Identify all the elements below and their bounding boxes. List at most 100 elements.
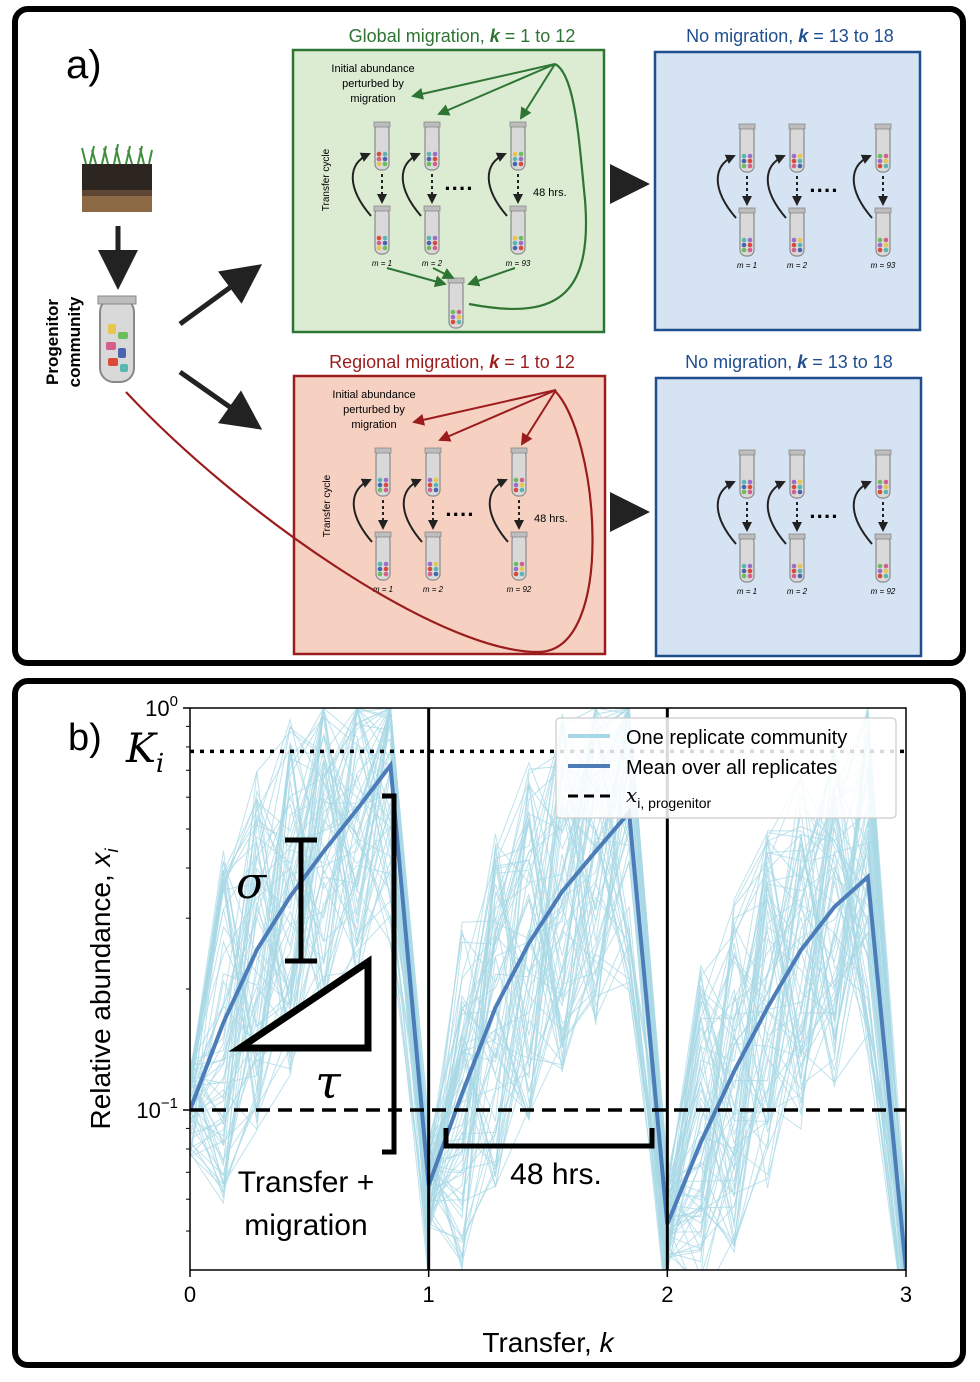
replicate-line (666, 820, 902, 1270)
regional-note-line: Initial abundance (332, 389, 415, 401)
regional-ellipsis: ···· (445, 502, 474, 527)
regional-cycle-label: Transfer cycle (322, 474, 333, 537)
regional-bottom-tube-1 (374, 531, 392, 581)
legend-mean-label: Mean over all replicates (626, 757, 837, 779)
panel-a-label: a) (66, 43, 102, 87)
regional-cycle-arrow (352, 478, 373, 543)
nomig-top-cycle-arrow (716, 154, 737, 219)
x-tick-label: 0 (184, 1282, 196, 1307)
replicate-line (428, 821, 668, 1237)
panel-a: a) Progenitor community (12, 6, 966, 666)
y-axis-label: Relative abundance, xi (85, 847, 122, 1129)
replicate-line (190, 708, 430, 1231)
nomig-bottom-bottom-tube-3 (874, 533, 892, 583)
regional-m-label: m = 92 (507, 585, 532, 594)
nomig-bottom-top-tube-2 (788, 449, 806, 499)
nomig-bottom-cycle-arrow (852, 480, 873, 545)
branch-arrow-global (178, 264, 263, 327)
replicate-line (190, 709, 430, 1182)
replicate-line (428, 729, 668, 1174)
nomig-bottom-cycle-arrow (716, 480, 737, 545)
replicate-line (190, 772, 430, 1246)
replicate-line (667, 780, 905, 1270)
nomig-bottom-bottom-tube-2 (788, 533, 806, 583)
replicate-line (190, 708, 430, 1156)
replicate-line (666, 887, 906, 1238)
global-pool-tube (447, 277, 465, 329)
replicate-line (667, 754, 906, 1266)
panel-b: b) 0 1 2 3 100 10−1 Transfer, k Relative abun… (12, 678, 966, 1368)
panel-b-label: b) (68, 717, 102, 759)
replicate-line (666, 830, 899, 1270)
nomig-top-m-label: m = 1 (737, 261, 757, 270)
regional-bottom-tube-3 (510, 531, 528, 581)
nomig-top-bottom-tube-1 (738, 207, 756, 257)
soil-sample-icon (81, 143, 153, 212)
global-m-label: m = 1 (372, 259, 392, 268)
replicate-line (190, 716, 430, 1143)
regional-progenitor-curve (125, 389, 594, 654)
legend-replicate-label: One replicate community (626, 727, 847, 749)
global-m-label: m = 93 (506, 259, 531, 268)
regional-top-tube-1 (374, 447, 392, 497)
replicate-line (190, 708, 430, 1263)
x-tick-label: 1 (423, 1282, 435, 1307)
regional-cycle-arrow (402, 478, 423, 543)
nomig-top-cycle-arrow (766, 154, 787, 219)
sigma-annotation: σ (236, 837, 317, 964)
nomig-top-title: No migration, k = 13 to 18 (686, 26, 894, 46)
replicate-line (190, 745, 430, 1209)
global-note-line: perturbed by (342, 78, 404, 90)
regional-time-label: 48 hrs. (534, 513, 568, 525)
regional-note-line: perturbed by (343, 404, 405, 416)
nomig-top-cycle-arrow (852, 154, 873, 219)
svg-text:τ: τ (315, 1055, 342, 1109)
y-tick-label: 10−1 (136, 1095, 178, 1123)
regional-migration-box (292, 374, 607, 656)
replicate-line (190, 708, 430, 1214)
global-ellipsis: ···· (444, 176, 473, 201)
replicate-line (428, 826, 668, 1236)
nomig-top-top-tube-2 (788, 123, 806, 173)
time-bracket (443, 1128, 655, 1149)
replicate-line (190, 751, 430, 1161)
transfer-bracket (382, 793, 397, 1155)
replicate-line (666, 760, 902, 1270)
replicate-line (666, 834, 903, 1270)
nomig-top-bottom-tube-3 (874, 207, 892, 257)
global-cycle-arrow (351, 152, 372, 217)
replicate-line (190, 708, 430, 1185)
nomig-bottom-box (654, 376, 923, 658)
mean-lines (190, 760, 906, 1270)
abundance-chart: b) 0 1 2 3 100 10−1 Transfer, k Relative abun… (68, 693, 912, 1358)
regional-title: Regional migration, k = 1 to 12 (329, 352, 575, 372)
progenitor-label: Progenitor community (43, 296, 84, 387)
replicate-line (666, 844, 906, 1267)
replicate-line (428, 846, 665, 1270)
replicate-line (190, 708, 430, 1200)
nomig-bottom-bottom-tube-1 (738, 533, 756, 583)
global-cycle-arrow (487, 152, 508, 217)
replicate-line (667, 804, 906, 1270)
nomig-bottom-top-tube-1 (738, 449, 756, 499)
mean-line (426, 807, 670, 1225)
time-label: 48 hrs. (510, 1158, 602, 1191)
replicate-line (666, 826, 900, 1270)
global-note-line: migration (350, 93, 395, 105)
replicate-line (190, 760, 430, 1198)
replicate-line (428, 848, 668, 1269)
replicate-line (428, 811, 668, 1170)
global-cycle-label: Transfer cycle (321, 148, 332, 211)
progenitor-tube-icon (97, 295, 137, 383)
nomig-top-box (653, 50, 922, 332)
global-bottom-tube-2 (423, 205, 441, 255)
replicate-line (190, 708, 430, 1189)
replicate-line (428, 859, 668, 1212)
mean-line (190, 760, 431, 1186)
replicate-line (190, 748, 430, 1220)
nomig-bottom-ellipsis: ···· (809, 504, 838, 529)
svg-text:Progenitor: Progenitor (43, 299, 62, 385)
nomig-top-top-tube-1 (738, 123, 756, 173)
global-top-tube-1 (373, 121, 391, 171)
branch-arrow-regional (178, 369, 263, 430)
